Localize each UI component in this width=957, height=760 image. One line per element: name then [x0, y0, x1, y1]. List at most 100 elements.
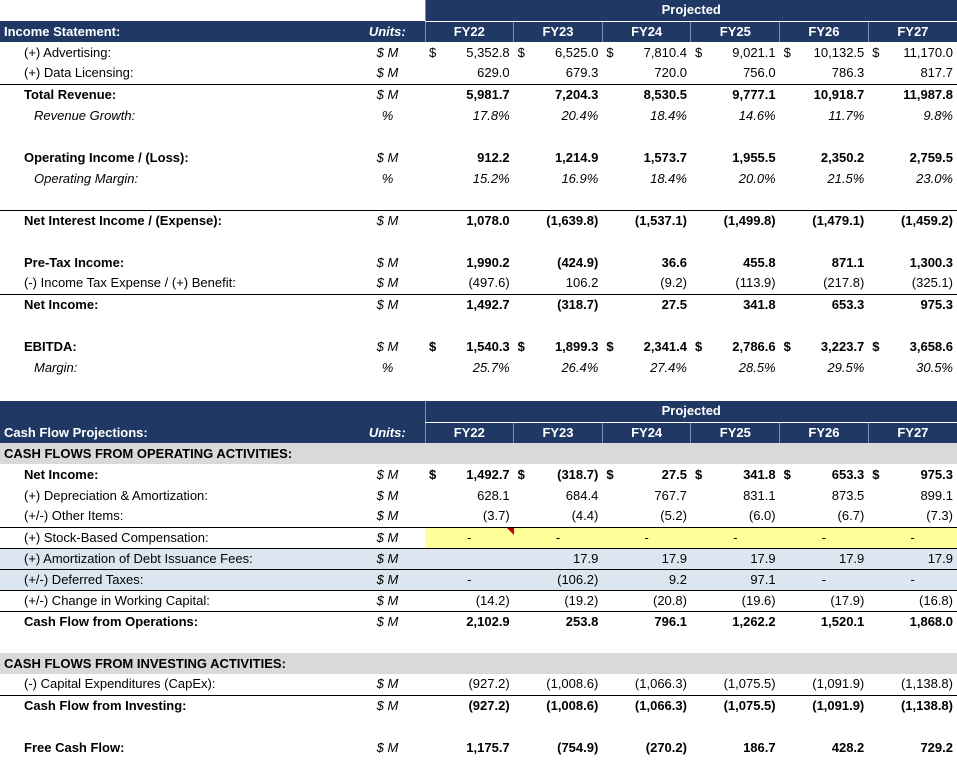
value-cell-4[interactable]: 455.8: [691, 252, 780, 273]
value-cell-4[interactable]: (1,499.8): [690, 209, 780, 231]
value-cell-3[interactable]: 1,573.7: [602, 147, 691, 168]
value-cell-6[interactable]: 30.5%: [868, 357, 957, 378]
value-cell-3[interactable]: 27.4%: [602, 357, 691, 378]
value-cell-2[interactable]: 16.9%: [514, 168, 603, 189]
value-cell-3[interactable]: 796.1: [602, 611, 691, 632]
value-cell-4[interactable]: (1,075.5): [690, 674, 780, 696]
value-cell-1[interactable]: 2,102.9: [425, 611, 514, 632]
value-cell-6[interactable]: 817.7: [868, 63, 957, 84]
value-cell-5[interactable]: 29.5%: [780, 357, 869, 378]
value-cell-1[interactable]: [425, 548, 514, 570]
value-cell-1[interactable]: $1,540.3: [425, 336, 514, 357]
value-cell-6[interactable]: (7.3): [868, 506, 957, 528]
value-cell-2[interactable]: $6,525.0: [514, 42, 603, 63]
value-cell-2[interactable]: (1,008.6): [513, 674, 603, 696]
value-cell-5[interactable]: 786.3: [780, 63, 869, 84]
value-cell-2[interactable]: 7,204.3: [513, 83, 603, 105]
value-cell-6[interactable]: $975.3: [868, 464, 957, 485]
value-cell-6[interactable]: 1,300.3: [868, 252, 957, 273]
value-cell-3[interactable]: 720.0: [602, 63, 691, 84]
value-cell-1[interactable]: (927.2): [425, 674, 514, 696]
value-cell-4[interactable]: -: [690, 527, 780, 549]
value-cell-1[interactable]: 17.8%: [425, 105, 514, 126]
value-cell-2[interactable]: $ (318.7): [514, 464, 603, 485]
value-cell-6[interactable]: (325.1): [868, 273, 957, 294]
value-cell-3[interactable]: (20.8): [602, 590, 691, 612]
value-cell-6[interactable]: -: [868, 569, 957, 591]
value-cell-5[interactable]: 21.5%: [780, 168, 869, 189]
value-cell-3[interactable]: (5.2): [602, 506, 691, 528]
value-cell-4[interactable]: 20.0%: [691, 168, 780, 189]
value-cell-6[interactable]: $3,658.6: [868, 336, 957, 357]
value-cell-2[interactable]: $1,899.3: [514, 336, 603, 357]
value-cell-4[interactable]: 28.5%: [691, 357, 780, 378]
value-cell-3[interactable]: 8,530.5: [602, 83, 691, 105]
value-cell-1[interactable]: 5,981.7: [425, 83, 514, 105]
value-cell-1[interactable]: -: [425, 569, 514, 591]
value-cell-4[interactable]: (6.0): [690, 506, 780, 528]
value-cell-5[interactable]: 11.7%: [780, 105, 869, 126]
value-cell-2[interactable]: 106.2: [514, 273, 603, 294]
value-cell-3[interactable]: $2,341.4: [602, 336, 691, 357]
value-cell-4[interactable]: 14.6%: [691, 105, 780, 126]
value-cell-2[interactable]: (424.9): [514, 252, 603, 273]
value-cell-6[interactable]: 1,868.0: [868, 611, 957, 632]
value-cell-4[interactable]: 97.1: [690, 569, 780, 591]
value-cell-1[interactable]: 628.1: [425, 485, 514, 506]
value-cell-4[interactable]: 831.1: [691, 485, 780, 506]
value-cell-1[interactable]: $5,352.8: [425, 42, 514, 63]
value-cell-3[interactable]: (270.2): [602, 737, 691, 758]
value-cell-4[interactable]: (19.6): [690, 590, 780, 612]
value-cell-3[interactable]: (1,537.1): [602, 209, 691, 231]
value-cell-1[interactable]: 629.0: [425, 63, 514, 84]
value-cell-6[interactable]: (1,138.8): [868, 674, 957, 696]
value-cell-1[interactable]: (497.6): [425, 273, 514, 294]
value-cell-5[interactable]: (1,479.1): [779, 209, 869, 231]
value-cell-5[interactable]: $653.3: [780, 464, 869, 485]
value-cell-3[interactable]: 36.6: [602, 252, 691, 273]
value-cell-5[interactable]: $3,223.7: [780, 336, 869, 357]
value-cell-6[interactable]: $11,170.0: [868, 42, 957, 63]
value-cell-1[interactable]: 15.2%: [425, 168, 514, 189]
value-cell-1[interactable]: -: [425, 527, 514, 549]
value-cell-3[interactable]: -: [602, 527, 691, 549]
value-cell-2[interactable]: (318.7): [513, 293, 603, 315]
value-cell-5[interactable]: -: [779, 569, 869, 591]
value-cell-4[interactable]: 17.9: [690, 548, 780, 570]
value-cell-2[interactable]: 17.9: [513, 548, 603, 570]
value-cell-3[interactable]: 18.4%: [602, 105, 691, 126]
value-cell-3[interactable]: 27.5: [602, 293, 691, 315]
value-cell-5[interactable]: -: [779, 527, 869, 549]
value-cell-6[interactable]: -: [868, 527, 957, 549]
value-cell-5[interactable]: (17.9): [779, 590, 869, 612]
value-cell-1[interactable]: 1,990.2: [425, 252, 514, 273]
value-cell-5[interactable]: 10,918.7: [779, 83, 869, 105]
value-cell-2[interactable]: 1,214.9: [514, 147, 603, 168]
value-cell-1[interactable]: (927.2): [425, 695, 514, 716]
value-cell-3[interactable]: (1,066.3): [602, 695, 691, 716]
value-cell-1[interactable]: 1,078.0: [425, 209, 514, 231]
value-cell-1[interactable]: 1,492.7: [425, 293, 514, 315]
value-cell-2[interactable]: 26.4%: [514, 357, 603, 378]
value-cell-6[interactable]: 975.3: [868, 293, 957, 315]
value-cell-2[interactable]: (19.2): [513, 590, 603, 612]
value-cell-5[interactable]: (1,091.9): [779, 674, 869, 696]
value-cell-6[interactable]: 729.2: [868, 737, 957, 758]
value-cell-4[interactable]: 1,262.2: [691, 611, 780, 632]
value-cell-3[interactable]: 9.2: [602, 569, 691, 591]
value-cell-3[interactable]: 18.4%: [602, 168, 691, 189]
value-cell-6[interactable]: 11,987.8: [868, 83, 957, 105]
value-cell-4[interactable]: 341.8: [690, 293, 780, 315]
value-cell-5[interactable]: (6.7): [779, 506, 869, 528]
value-cell-4[interactable]: 1,955.5: [691, 147, 780, 168]
value-cell-1[interactable]: $1,492.7: [425, 464, 514, 485]
value-cell-2[interactable]: (106.2): [513, 569, 603, 591]
value-cell-1[interactable]: 1,175.7: [425, 737, 514, 758]
value-cell-5[interactable]: (1,091.9): [780, 695, 869, 716]
value-cell-3[interactable]: $27.5: [602, 464, 691, 485]
value-cell-3[interactable]: (9.2): [602, 273, 691, 294]
value-cell-2[interactable]: (754.9): [514, 737, 603, 758]
value-cell-4[interactable]: $2,786.6: [691, 336, 780, 357]
value-cell-4[interactable]: (113.9): [691, 273, 780, 294]
value-cell-5[interactable]: 1,520.1: [780, 611, 869, 632]
